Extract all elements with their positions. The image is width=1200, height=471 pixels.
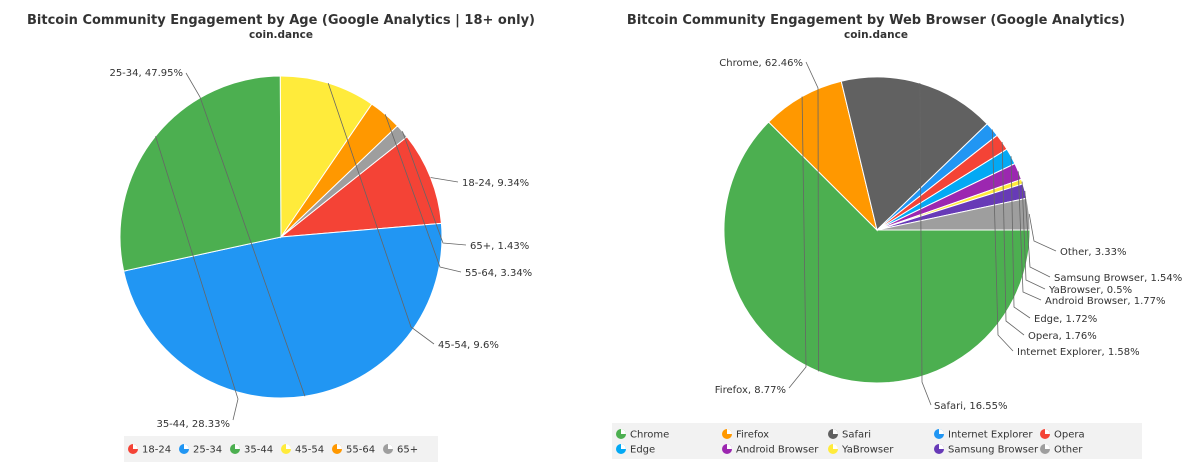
- legend-label: Firefox: [736, 430, 769, 441]
- connector-other: [1028, 213, 1057, 252]
- legend-label: 65+: [397, 445, 418, 456]
- data-label-chrome: Chrome, 62.46%: [719, 58, 803, 69]
- pie-icon: [934, 429, 944, 439]
- age-pie-chart: Bitcoin Community Engagement by Age (Goo…: [27, 13, 535, 462]
- legend-background: [612, 423, 1142, 459]
- legend-item-65[interactable]: 65+: [383, 444, 418, 456]
- data-label-opera: Opera, 1.76%: [1028, 331, 1097, 342]
- data-labels: 18-24, 9.34% 25-34, 47.95% 35-44, 28.33% 45…: [109, 68, 532, 430]
- pie-icon: [1040, 429, 1050, 439]
- connector-samsung-browser: [1024, 190, 1051, 278]
- legend-label: YaBrowser: [841, 445, 894, 456]
- connector-opera: [1001, 142, 1025, 336]
- connector-18-24: [430, 177, 459, 183]
- connector-yabrowser: [1021, 181, 1046, 290]
- data-label-65: 65+, 1.43%: [470, 241, 529, 252]
- connector-35-44: [155, 136, 239, 421]
- slice-25-34[interactable]: [123, 222, 443, 399]
- legend-item-opera[interactable]: Opera: [1040, 429, 1085, 441]
- legend-item-18-24[interactable]: 18-24: [128, 444, 171, 456]
- pie-icon: [383, 444, 393, 454]
- connector-45-54: [327, 82, 435, 345]
- connector-25-34: [185, 72, 306, 397]
- chart-subtitle: coin.dance: [249, 29, 313, 41]
- connector-65: [402, 131, 467, 246]
- legend-label: 45-54: [295, 445, 324, 456]
- legend-label: Other: [1054, 445, 1083, 456]
- connector-android-browser: [1017, 171, 1042, 301]
- connector-safari: [919, 83, 932, 406]
- data-label-other: Other, 3.33%: [1060, 247, 1127, 258]
- data-label-android-browser: Android Browser, 1.77%: [1045, 296, 1166, 307]
- pie-icon: [934, 444, 944, 454]
- legend-item-safari[interactable]: Safari: [828, 429, 871, 441]
- pie-icon: [722, 444, 732, 454]
- slice-18-24[interactable]: [279, 136, 442, 238]
- legend-item-25-34[interactable]: 25-34: [179, 444, 222, 456]
- connector-edge: [1010, 156, 1031, 319]
- pie-icon: [828, 444, 838, 454]
- legend: Chrome Firefox Safari Internet Explorer Oper…: [612, 423, 1142, 459]
- data-label-18-24: 18-24, 9.34%: [462, 178, 529, 189]
- data-label-55-64: 55-64, 3.34%: [465, 268, 532, 279]
- chart-title: Bitcoin Community Engagement by Web Brow…: [627, 13, 1125, 28]
- connector-55-64: [384, 114, 462, 273]
- legend-item-35-44[interactable]: 35-44: [230, 444, 273, 456]
- legend-label: 55-64: [346, 445, 375, 456]
- legend-item-firefox[interactable]: Firefox: [722, 429, 769, 441]
- pie-slices: [119, 75, 443, 399]
- pie-icon: [1040, 444, 1050, 454]
- legend-label: 35-44: [244, 445, 273, 456]
- data-label-samsung-browser: Samsung Browser, 1.54%: [1054, 273, 1182, 284]
- pie-slices: [723, 76, 1031, 384]
- legend-label: Opera: [1054, 430, 1085, 441]
- pie-icon: [230, 444, 240, 454]
- data-label-25-34: 25-34, 47.95%: [109, 68, 183, 79]
- slice-35-44[interactable]: [119, 75, 282, 272]
- pie-icon: [332, 444, 342, 454]
- legend-label: Samsung Browser: [948, 445, 1039, 456]
- legend-item-other[interactable]: Other: [1040, 444, 1083, 456]
- legend-label: Chrome: [630, 430, 669, 441]
- pie-icon: [616, 429, 626, 439]
- data-label-edge: Edge, 1.72%: [1034, 314, 1097, 325]
- pie-icon: [128, 444, 138, 454]
- legend: 18-24 25-34 35-44 45-54 55-64 65+: [124, 436, 438, 462]
- data-label-safari: Safari, 16.55%: [934, 401, 1008, 412]
- pie-icon: [828, 429, 838, 439]
- data-label-internet-explorer: Internet Explorer, 1.58%: [1017, 347, 1140, 358]
- browser-pie-chart: Bitcoin Community Engagement by Web Brow…: [612, 13, 1183, 459]
- legend-label: 18-24: [142, 445, 171, 456]
- chart-title: Bitcoin Community Engagement by Age (Goo…: [27, 13, 535, 28]
- legend-item-internet-explorer[interactable]: Internet Explorer: [934, 429, 1033, 441]
- data-label-35-44: 35-44, 28.33%: [156, 419, 230, 430]
- legend-item-chrome[interactable]: Chrome: [616, 429, 669, 441]
- chart-subtitle: coin.dance: [844, 29, 908, 41]
- data-labels: Chrome, 62.46% Firefox, 8.77% Safari, 16.5…: [715, 58, 1183, 412]
- data-label-firefox: Firefox, 8.77%: [715, 385, 786, 396]
- slice-45-54[interactable]: [279, 75, 373, 239]
- connector-firefox: [788, 96, 807, 389]
- legend-label: Edge: [630, 445, 655, 456]
- pie-icon: [616, 444, 626, 454]
- legend-item-android-browser[interactable]: Android Browser: [722, 444, 819, 456]
- data-label-yabrowser: YaBrowser, 0.5%: [1048, 285, 1132, 296]
- legend-label: Safari: [842, 430, 871, 441]
- pie-icon: [179, 444, 189, 454]
- legend-label: Internet Explorer: [948, 430, 1033, 441]
- legend-item-samsung-browser[interactable]: Samsung Browser: [934, 444, 1039, 456]
- legend-label: Android Browser: [736, 445, 819, 456]
- legend-item-edge[interactable]: Edge: [616, 444, 655, 456]
- legend-item-45-54[interactable]: 45-54: [281, 444, 324, 456]
- legend-label: 25-34: [193, 445, 222, 456]
- connector-chrome: [805, 61, 820, 372]
- pie-icon: [281, 444, 291, 454]
- connector-internet-explorer: [991, 129, 1014, 352]
- data-label-45-54: 45-54, 9.6%: [438, 340, 499, 351]
- legend-item-55-64[interactable]: 55-64: [332, 444, 375, 456]
- legend-item-yabrowser[interactable]: YaBrowser: [828, 444, 894, 456]
- pie-icon: [722, 429, 732, 439]
